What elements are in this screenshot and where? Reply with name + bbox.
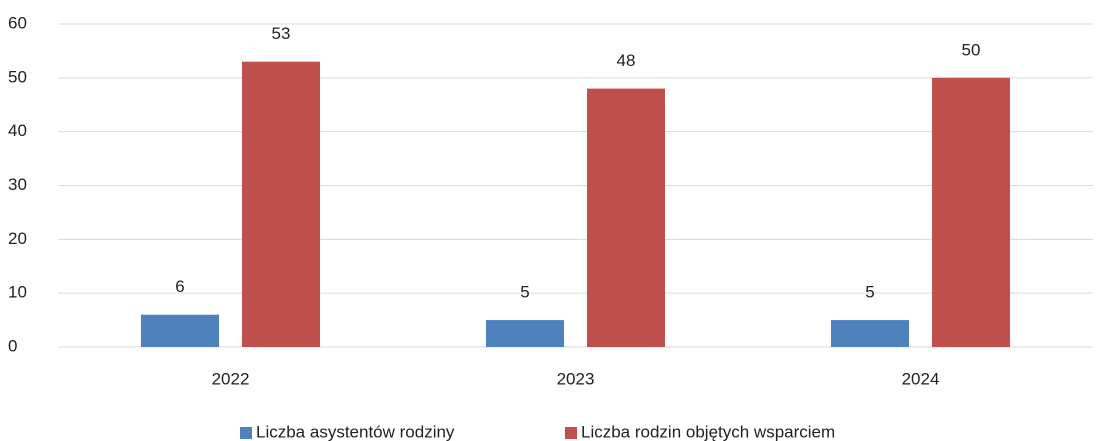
data-label: 5 bbox=[865, 283, 874, 302]
data-label: 50 bbox=[962, 40, 981, 59]
x-tick-label: 2022 bbox=[212, 369, 250, 388]
x-tick-label: 2023 bbox=[557, 369, 595, 388]
y-tick-label: 40 bbox=[8, 121, 27, 140]
bar bbox=[486, 320, 564, 347]
y-tick-label: 60 bbox=[8, 13, 27, 32]
bar bbox=[831, 320, 909, 347]
y-tick-label: 50 bbox=[8, 67, 27, 86]
bar bbox=[141, 314, 219, 347]
legend-label: Liczba asystentów rodziny bbox=[256, 422, 455, 441]
bar bbox=[587, 88, 665, 347]
data-label: 6 bbox=[175, 277, 184, 296]
y-tick-label: 10 bbox=[8, 283, 27, 302]
y-tick-label: 20 bbox=[8, 229, 27, 248]
bar bbox=[932, 77, 1010, 347]
y-tick-label: 30 bbox=[8, 175, 27, 194]
y-tick-label: 0 bbox=[8, 336, 17, 355]
data-label: 5 bbox=[520, 283, 529, 302]
bar bbox=[242, 61, 320, 347]
legend-label: Liczba rodzin objętych wsparciem bbox=[581, 422, 835, 441]
data-label: 48 bbox=[617, 51, 636, 70]
legend-swatch bbox=[565, 427, 577, 439]
legend-swatch bbox=[240, 427, 252, 439]
x-tick-label: 2024 bbox=[902, 369, 940, 388]
data-label: 53 bbox=[272, 24, 291, 43]
